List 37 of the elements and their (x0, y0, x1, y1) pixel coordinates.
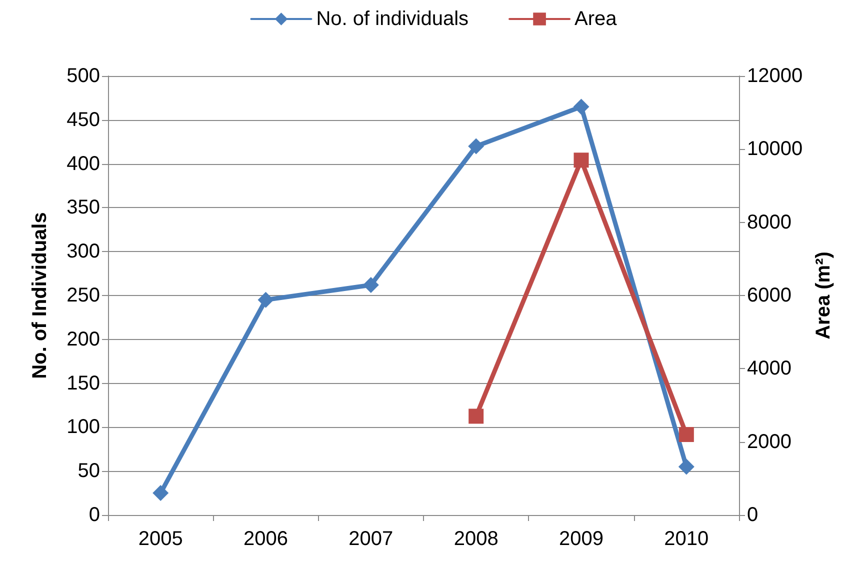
point (468, 138, 484, 154)
point (362, 276, 379, 293)
point (574, 152, 589, 168)
y2-tick-label: 2000 (747, 430, 792, 453)
y-tick-label: 50 (78, 460, 100, 482)
x-tick-label: 2005 (138, 528, 183, 550)
y-tick-label: 400 (66, 152, 100, 175)
y-tick-label: 0 (88, 504, 100, 526)
y2-tick-label: 10000 (747, 138, 803, 160)
y2-tick-label: 6000 (747, 284, 792, 306)
y-axis-title: No. of Individuals (29, 212, 51, 379)
y-tick-label: 300 (66, 240, 100, 263)
x-tick-label: 2010 (664, 528, 709, 550)
y2-axis-title: Area (m²) (812, 252, 835, 340)
y-tick-label: 250 (66, 284, 100, 306)
x-tick-label: 2008 (454, 528, 498, 550)
legend-label: No. of individuals (316, 8, 469, 30)
point (258, 292, 274, 308)
y-tick-label: 200 (66, 328, 100, 350)
x-tick-label: 2009 (559, 528, 604, 550)
x-tick-label: 2006 (244, 528, 288, 550)
y-tick-label: 100 (66, 416, 100, 438)
y-tick-label: 350 (66, 196, 100, 219)
y-tick-label: 150 (66, 372, 100, 394)
y2-tick-label: 12000 (747, 65, 803, 87)
point (468, 408, 484, 424)
legend-label: Area (574, 8, 618, 30)
point (678, 458, 694, 475)
y2-tick-label: 4000 (747, 358, 792, 380)
y2-tick-label: 8000 (747, 211, 792, 234)
y-tick-label: 500 (66, 65, 100, 87)
point (678, 427, 694, 442)
point (573, 98, 590, 115)
x-tick-label: 2007 (348, 528, 394, 550)
y-tick-label: 450 (66, 108, 100, 131)
y2-tick-label: 0 (747, 504, 758, 526)
point (152, 485, 169, 502)
